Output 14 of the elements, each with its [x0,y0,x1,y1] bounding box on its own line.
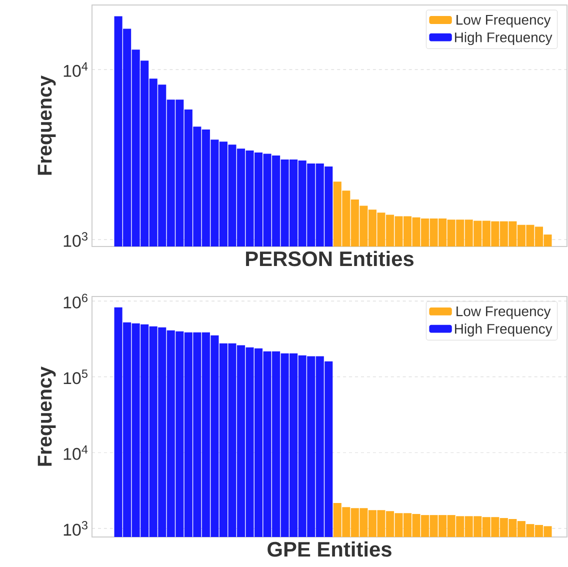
legend-label: High Frequency [455,324,552,337]
x-axis-title: PERSON Entities [246,250,414,266]
legend-label: High Frequency [455,32,552,46]
y-tick-label: 10$^{4}$ [64,62,88,77]
legend-label: Low Frequency [456,15,551,28]
legend-label: Low Frequency [456,306,551,319]
x-axis-title: GPE Entities [268,541,392,557]
y-tick-label: 10$^{5}$ [64,370,88,384]
y-axis-title: Frequency [38,366,56,466]
y-axis-title: Frequency [38,75,56,175]
y-tick-label: 10$^{3}$ [64,521,88,536]
y-tick-label: 10$^{3}$ [64,232,88,247]
y-tick-label: 10$^{4}$ [64,445,88,460]
y-tick-label: 10$^{6}$ [64,294,88,308]
